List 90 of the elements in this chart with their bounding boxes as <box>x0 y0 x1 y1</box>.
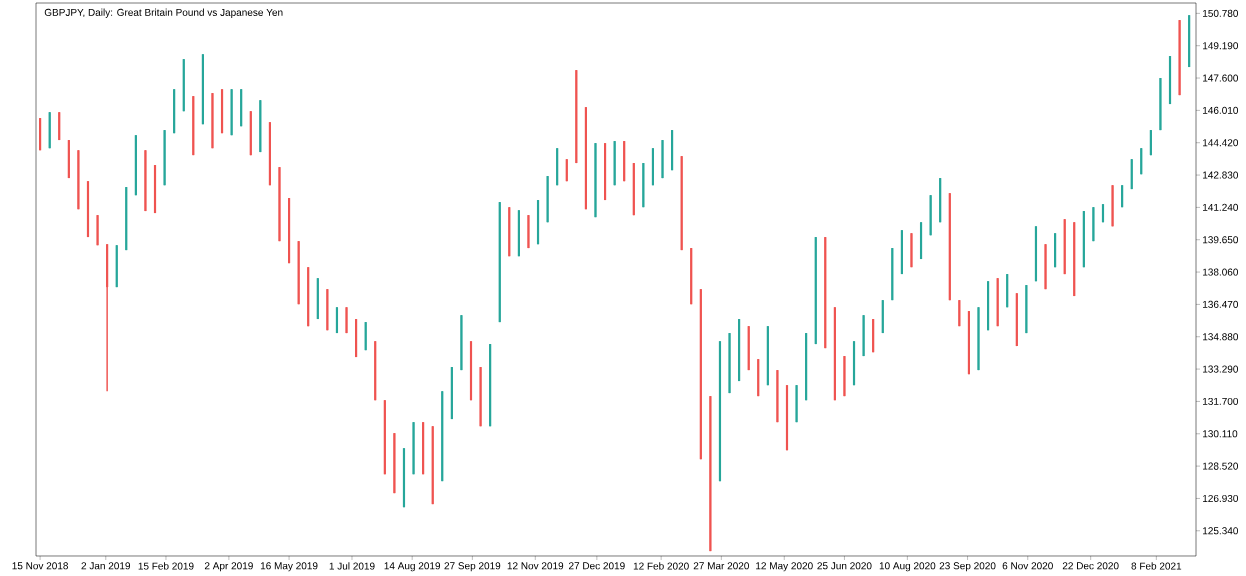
candlestick <box>278 166 281 242</box>
y-tick-label: 141.240 <box>1203 203 1239 211</box>
candlestick <box>642 162 645 208</box>
candlestick <box>144 149 147 212</box>
y-tick-label: 125.340 <box>1203 527 1239 535</box>
candlestick <box>479 366 482 427</box>
candlestick <box>48 111 51 149</box>
candlestick <box>1178 19 1181 96</box>
y-tick-label: 131.700 <box>1203 397 1239 405</box>
y-tick-label: 134.880 <box>1203 333 1239 341</box>
candlestick <box>96 214 99 246</box>
candlestick <box>508 206 511 257</box>
candlestick <box>527 214 530 249</box>
candlestick <box>824 236 827 349</box>
x-tick-label: 27 Mar 2020 <box>693 562 749 570</box>
x-tick-label: 25 Jun 2020 <box>817 562 872 570</box>
candlestick <box>460 314 463 371</box>
text: GBPJPY, Daily: Great Britain Pound vs Japanese Yen <box>44 8 283 18</box>
y-tick-label: 128.520 <box>1203 462 1239 470</box>
candlestick <box>230 88 233 136</box>
candlestick <box>259 99 262 153</box>
y-tick-label: 139.650 <box>1203 236 1239 244</box>
candlestick <box>431 425 434 505</box>
candlestick <box>680 155 683 251</box>
y-tick-label: 138.060 <box>1203 268 1239 276</box>
x-tick-label: 2 Jan 2019 <box>81 562 131 570</box>
x-tick-label: 23 Sep 2020 <box>939 562 996 572</box>
candlestick <box>1130 158 1133 190</box>
candlestick <box>776 369 779 423</box>
x-tick-label: 12 Nov 2019 <box>507 562 564 570</box>
candlestick <box>958 299 961 327</box>
candlestick <box>747 325 750 371</box>
candlestick <box>412 421 415 475</box>
candlestick <box>661 139 664 179</box>
candlestick <box>709 395 712 552</box>
candlestick <box>1140 147 1143 175</box>
candlestick <box>977 306 980 371</box>
candlestick <box>77 149 80 210</box>
candlestick <box>594 142 597 218</box>
x-tick-label: 12 May 2020 <box>756 562 813 572</box>
candlestick <box>1063 218 1066 275</box>
y-tick-label: 146.010 <box>1203 106 1239 114</box>
candlestick <box>192 95 195 156</box>
x-tick-label: 1 Jul 2019 <box>329 562 375 570</box>
candlestick <box>891 247 894 301</box>
x-tick-label: 14 Aug 2019 <box>384 562 441 572</box>
candlestick <box>211 92 214 149</box>
candlestick <box>1092 206 1095 242</box>
x-tick-label: 2 Apr 2019 <box>204 562 253 572</box>
y-tick-label: 133.290 <box>1203 365 1239 373</box>
candlestick <box>393 432 396 494</box>
y-tick-label: 142.830 <box>1203 171 1239 179</box>
y-tick-label: 136.470 <box>1203 300 1239 308</box>
x-tick-label: 27 Sep 2019 <box>444 562 501 572</box>
y-tick-label: 150.780 <box>1203 9 1239 17</box>
x-tick-label: 22 Dec 2020 <box>1062 562 1119 570</box>
x-tick-label: 15 Nov 2018 <box>12 562 69 570</box>
candlestick <box>929 194 932 236</box>
candlestick <box>1111 184 1114 228</box>
candlestick <box>575 69 578 164</box>
candlestick <box>910 232 913 268</box>
y-tick-label: 149.190 <box>1203 42 1239 50</box>
candlestick <box>1159 77 1162 131</box>
x-tick-label: 6 Nov 2020 <box>1002 562 1053 570</box>
x-tick-label: 10 Aug 2020 <box>879 562 936 572</box>
candlestick <box>297 240 300 305</box>
y-tick-label: 126.930 <box>1203 494 1239 502</box>
candlestick <box>546 175 549 223</box>
candlestick <box>125 186 128 251</box>
y-tick-label: 130.110 <box>1203 430 1238 438</box>
candlestick <box>364 321 367 351</box>
candlestick <box>862 314 865 357</box>
x-tick-label: 12 Feb 2020 <box>633 562 689 570</box>
candlestick <box>996 277 999 327</box>
candlestick <box>613 140 616 186</box>
x-tick-label: 15 Feb 2019 <box>138 562 194 570</box>
candlestick <box>115 244 118 288</box>
candlestick <box>163 129 166 186</box>
x-tick-label: 27 Dec 2019 <box>569 562 625 570</box>
candlestick <box>345 306 348 334</box>
y-tick-label: 144.420 <box>1203 139 1239 147</box>
candlestick <box>728 332 731 394</box>
candlestick <box>326 288 329 331</box>
candlestick <box>795 384 798 423</box>
x-tick-label: 16 May 2019 <box>260 562 318 572</box>
y-tick-label: 147.600 <box>1203 74 1239 82</box>
x-tick-label: 8 Feb 2021 <box>1131 562 1182 570</box>
candlestick <box>843 355 846 397</box>
candlestick <box>1025 284 1028 334</box>
candlestick <box>1044 243 1047 290</box>
